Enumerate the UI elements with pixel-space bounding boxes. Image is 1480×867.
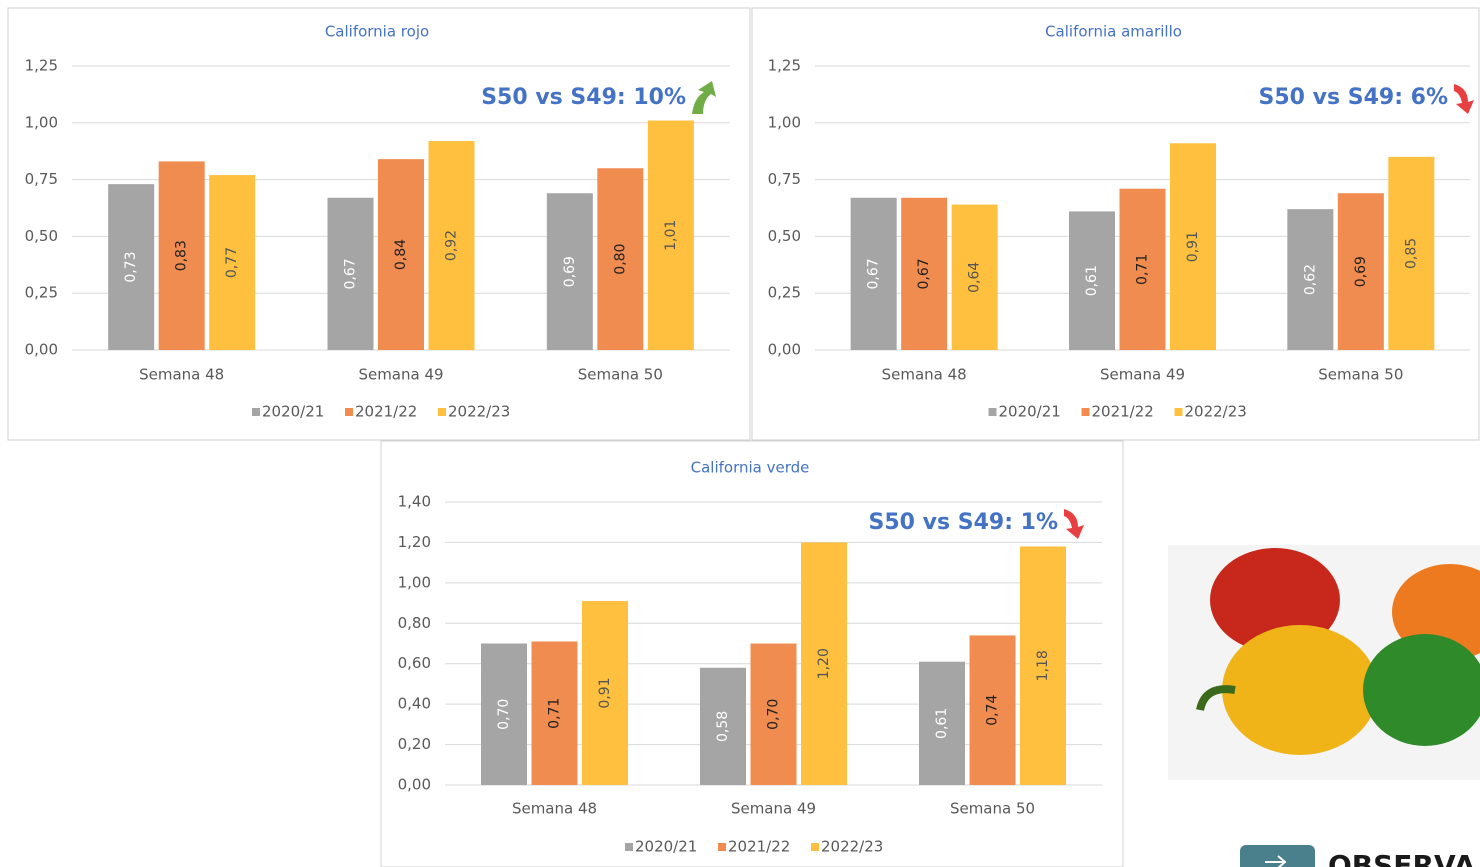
legend-label: 2020/21 [635,838,697,856]
legend-label: 2021/22 [728,838,790,856]
value-label: 0,70 [766,699,782,730]
x-tick-label: Semana 48 [882,366,967,384]
y-tick-label: 0,00 [25,341,58,359]
value-label: 0,62 [1302,264,1318,295]
annotation: S50 vs S49: 6% [1259,85,1448,110]
x-tick-label: Semana 49 [358,366,443,384]
x-tick-label: Semana 48 [139,366,224,384]
value-label: 0,80 [612,244,628,275]
annotation: S50 vs S49: 1% [869,510,1058,535]
y-tick-label: 1,00 [768,113,801,131]
value-label: 0,83 [174,240,190,271]
chart-title: California verde [691,459,810,477]
dashboard: OBSERVA California rojo 0,00 0,25 0,50 0,75 1… [0,0,1480,867]
button-icon[interactable] [1240,845,1315,867]
legend-swatch [811,843,819,851]
legend-label: 2021/22 [1092,403,1154,421]
y-tick-label: 0,25 [768,284,801,302]
value-label: 0,71 [1135,254,1151,285]
y-tick-label: 0,50 [768,227,801,245]
value-label: 0,67 [343,258,359,289]
value-label: 0,71 [547,698,563,729]
legend-swatch [989,408,997,416]
y-tick-label: 1,25 [25,57,58,75]
legend-swatch [1082,408,1090,416]
chart-panel: California amarillo 0,00 0,25 0,50 0,75 1,00 1… [752,8,1479,440]
value-label: 0,91 [597,677,613,708]
peppers-image [1168,545,1480,780]
y-tick-label: 0,75 [768,170,801,188]
chart-panel: California rojo 0,00 0,25 0,50 0,75 1,00 1,25 S… [8,8,750,440]
y-tick-label: 0,75 [25,170,58,188]
value-label: 0,77 [224,247,240,278]
x-tick-label: Semana 49 [1100,366,1185,384]
chart-panel: California verde 0,00 0,20 0,40 0,60 0,80 1,00… [381,441,1123,867]
legend-label: 2020/21 [999,403,1061,421]
legend-swatch [625,843,633,851]
annotation: S50 vs S49: 10% [481,85,686,110]
legend-label: 2020/21 [262,403,324,421]
value-label: 0,69 [1353,256,1369,287]
value-label: 0,73 [123,251,139,282]
x-tick-label: Semana 50 [950,800,1035,818]
legend-swatch [438,408,446,416]
value-label: 0,61 [1084,265,1100,296]
value-label: 1,01 [663,220,679,251]
value-label: 0,61 [934,708,950,739]
y-tick-label: 1,40 [398,493,431,511]
x-tick-label: Semana 49 [731,800,816,818]
value-label: 0,67 [916,258,932,289]
value-label: 0,91 [1185,231,1201,262]
legend-label: 2022/23 [448,403,510,421]
legend-label: 2022/23 [821,838,883,856]
y-tick-label: 1,25 [768,57,801,75]
y-tick-label: 1,00 [25,113,58,131]
value-label: 1,18 [1035,650,1051,681]
yellow-pepper [1222,625,1378,755]
y-tick-label: 0,20 [398,735,431,753]
legend-label: 2022/23 [1185,403,1247,421]
chart-title: California rojo [325,23,429,41]
y-tick-label: 0,60 [398,654,431,672]
legend-swatch [345,408,353,416]
y-tick-label: 0,00 [398,776,431,794]
y-tick-label: 0,50 [25,227,58,245]
legend-swatch [718,843,726,851]
y-tick-label: 0,80 [398,614,431,632]
y-tick-label: 0,40 [398,695,431,713]
y-tick-label: 0,00 [768,341,801,359]
value-label: 0,58 [715,711,731,742]
value-label: 1,20 [816,648,832,679]
value-label: 0,69 [562,256,578,287]
value-label: 0,92 [444,230,460,261]
value-label: 0,85 [1403,238,1419,269]
value-label: 0,70 [496,699,512,730]
legend-swatch [252,408,260,416]
x-tick-label: Semana 48 [512,800,597,818]
value-label: 0,67 [866,258,882,289]
legend-label: 2021/22 [355,403,417,421]
x-tick-label: Semana 50 [578,366,663,384]
chart-title: California amarillo [1045,23,1182,41]
button-label[interactable]: OBSERVA [1328,849,1476,867]
y-tick-label: 1,00 [398,573,431,591]
x-tick-label: Semana 50 [1318,366,1403,384]
value-label: 0,74 [985,695,1001,726]
value-label: 0,84 [393,239,409,270]
y-tick-label: 0,25 [25,284,58,302]
y-tick-label: 1,20 [398,533,431,551]
legend-swatch [1175,408,1183,416]
value-label: 0,64 [967,262,983,293]
